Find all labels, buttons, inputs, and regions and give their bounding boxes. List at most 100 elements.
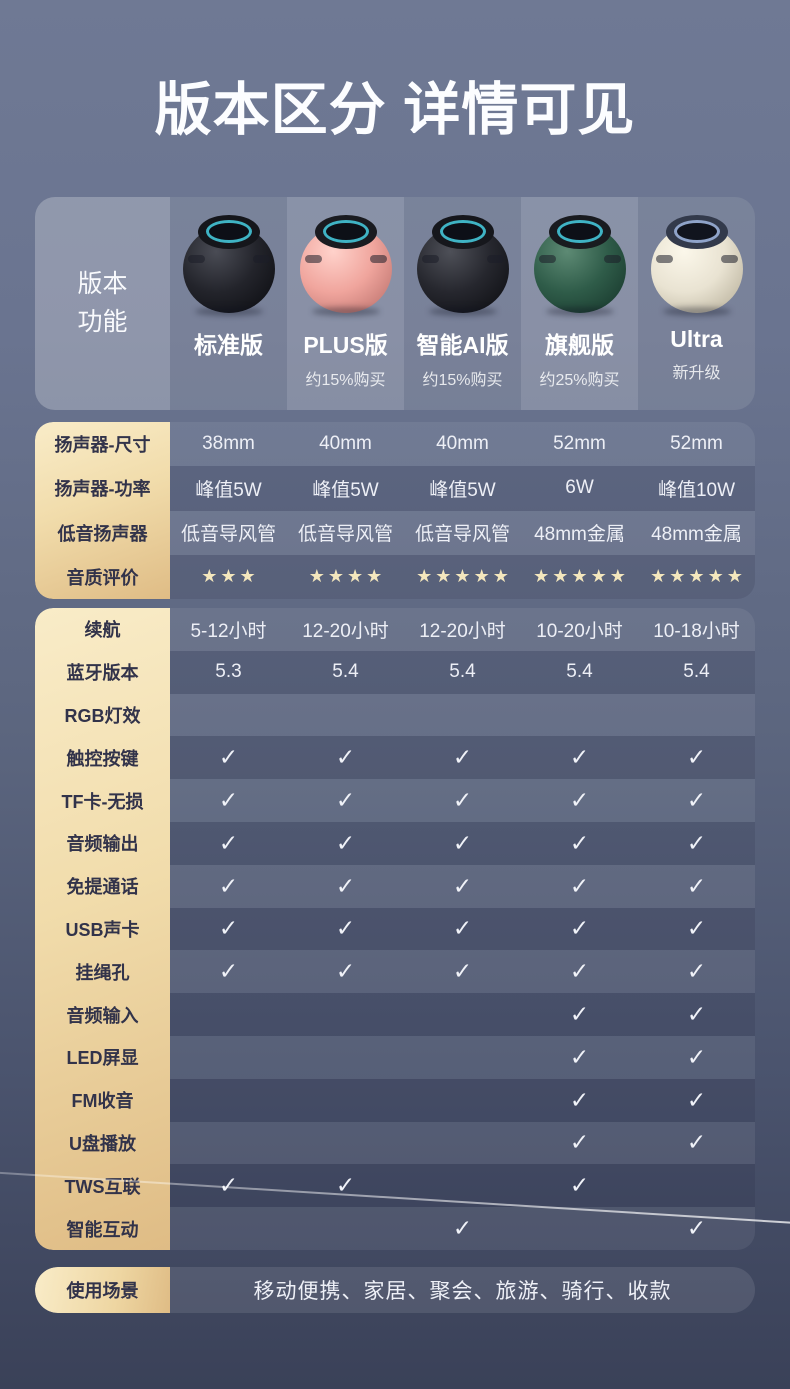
empty-cell [404, 1036, 521, 1079]
empty-cell [638, 1164, 755, 1207]
table-row: 免提通话 ✓ ✓ ✓ ✓ ✓ [35, 864, 755, 908]
check-mark-icon: ✓ [218, 915, 239, 942]
star-rating: ★★★★★ [650, 566, 746, 587]
row-label: 音频输出 [66, 834, 139, 855]
speaker-grille-icon [720, 255, 738, 263]
empty-cell [170, 694, 287, 737]
empty-cell [287, 694, 404, 737]
empty-cell [404, 993, 521, 1036]
empty-cell [287, 993, 404, 1036]
check-mark-icon: ✓ [686, 1086, 707, 1113]
row-label: 触控按键 [66, 748, 139, 769]
empty-cell [404, 1164, 521, 1207]
product-name: Ultra [670, 326, 723, 352]
check-mark-icon: ✓ [452, 744, 473, 771]
check-mark-icon: ✓ [218, 744, 239, 771]
product-column-0: 标准版 [170, 197, 287, 410]
check-mark-icon: ✓ [686, 872, 707, 899]
check-mark-icon: ✓ [686, 1215, 707, 1242]
row-label: 音频输入 [66, 1005, 139, 1026]
speaker-ring-light-icon [205, 220, 252, 243]
check-mark-icon: ✓ [686, 958, 707, 985]
check-mark-icon: ✓ [569, 829, 590, 856]
row-label: 续航 [84, 620, 121, 641]
check-mark-icon: ✓ [452, 787, 473, 814]
value-cell: 52mm [670, 433, 723, 455]
table-row: 蓝牙版本 5.3 5.4 5.4 5.4 5.4 [35, 650, 755, 694]
table-row: LED屏显 ✓ ✓ [35, 1035, 755, 1079]
speaker-image [413, 215, 513, 313]
check-mark-icon: ✓ [218, 872, 239, 899]
table-row: 音频输入 ✓ ✓ [35, 993, 755, 1036]
row-label: USB声卡 [65, 919, 140, 940]
page-title: 版本区分 详情可见 [154, 78, 636, 142]
check-mark-icon: ✓ [686, 829, 707, 856]
table-row: RGB灯效 [35, 693, 755, 737]
check-mark-icon: ✓ [569, 1086, 590, 1113]
table-row: U盘播放 ✓ ✓ [35, 1121, 755, 1165]
speaker-grille-icon [252, 255, 270, 263]
check-mark-icon: ✓ [335, 829, 356, 856]
empty-cell [287, 1079, 404, 1122]
star-rating: ★★★★ [308, 566, 386, 587]
check-mark-icon: ✓ [335, 915, 356, 942]
empty-cell [287, 1207, 404, 1250]
product-subtitle: 约15%购买 [422, 372, 503, 389]
star-rating: ★★★ [201, 566, 259, 587]
check-mark-icon: ✓ [686, 1001, 707, 1028]
value-cell: 5.4 [332, 661, 359, 683]
scenario-value: 移动便携、家居、聚会、旅游、骑行、收款 [253, 1280, 672, 1303]
row-label: U盘播放 [69, 1133, 136, 1154]
speaker-ring-light-icon [439, 220, 486, 243]
table-row: 音频输出 ✓ ✓ ✓ ✓ ✓ [35, 821, 755, 865]
check-mark-icon: ✓ [569, 1129, 590, 1156]
speaker-grille-icon [603, 255, 621, 263]
empty-cell [170, 993, 287, 1036]
value-cell: 5.4 [449, 661, 476, 683]
check-mark-icon: ✓ [452, 915, 473, 942]
check-mark-icon: ✓ [569, 872, 590, 899]
check-mark-icon: ✓ [335, 1172, 356, 1199]
table-row: 触控按键 ✓ ✓ ✓ ✓ ✓ [35, 736, 755, 780]
empty-cell [638, 694, 755, 737]
row-label: RGB灯效 [64, 705, 141, 726]
speaker-image [179, 215, 279, 313]
value-cell: 峰值5W [429, 479, 496, 501]
corner-cell: 版本 功能 [35, 197, 170, 410]
usage-scenario-row: 使用场景 移动便携、家居、聚会、旅游、骑行、收款 [35, 1267, 755, 1313]
check-mark-icon: ✓ [335, 958, 356, 985]
check-mark-icon: ✓ [335, 872, 356, 899]
row-label: 扬声器-尺寸 [54, 435, 151, 456]
row-label: 扬声器-功率 [54, 479, 151, 500]
check-mark-icon: ✓ [218, 829, 239, 856]
product-column-3: 旗舰版 约25%购买 [521, 197, 638, 410]
product-name: 智能AI版 [416, 332, 509, 358]
table-row: 续航 5-12小时 12-20小时 12-20小时 10-20小时 10-18小时 [35, 608, 755, 651]
table-row: TF卡-无损 ✓ ✓ ✓ ✓ ✓ [35, 779, 755, 822]
value-cell: 12-20小时 [302, 620, 389, 642]
check-mark-icon: ✓ [686, 1129, 707, 1156]
value-cell: 10-20小时 [536, 620, 623, 642]
row-label: FM收音 [71, 1091, 134, 1112]
empty-cell [521, 694, 638, 737]
check-mark-icon: ✓ [569, 744, 590, 771]
table-row: FM收音 ✓ ✓ [35, 1078, 755, 1122]
product-subtitle: 约25%购买 [539, 372, 620, 389]
empty-cell [170, 1036, 287, 1079]
speaker-grille-icon [187, 255, 205, 263]
value-cell: 52mm [553, 433, 606, 455]
value-cell: 低音导风管 [414, 524, 510, 546]
speaker-ring-light-icon [673, 220, 720, 243]
speaker-grille-icon [538, 255, 556, 263]
check-mark-icon: ✓ [569, 1043, 590, 1070]
value-cell: 40mm [436, 433, 489, 455]
row-label: 使用场景 [66, 1281, 139, 1301]
check-mark-icon: ✓ [335, 744, 356, 771]
corner-label-line-2: 功能 [77, 307, 128, 336]
value-cell: 40mm [319, 433, 372, 455]
empty-cell [404, 1122, 521, 1165]
check-mark-icon: ✓ [686, 787, 707, 814]
table-row: 音质评价 ★★★ ★★★★ ★★★★★ ★★★★★ ★★★★★ [35, 554, 755, 599]
value-cell: 12-20小时 [419, 620, 506, 642]
